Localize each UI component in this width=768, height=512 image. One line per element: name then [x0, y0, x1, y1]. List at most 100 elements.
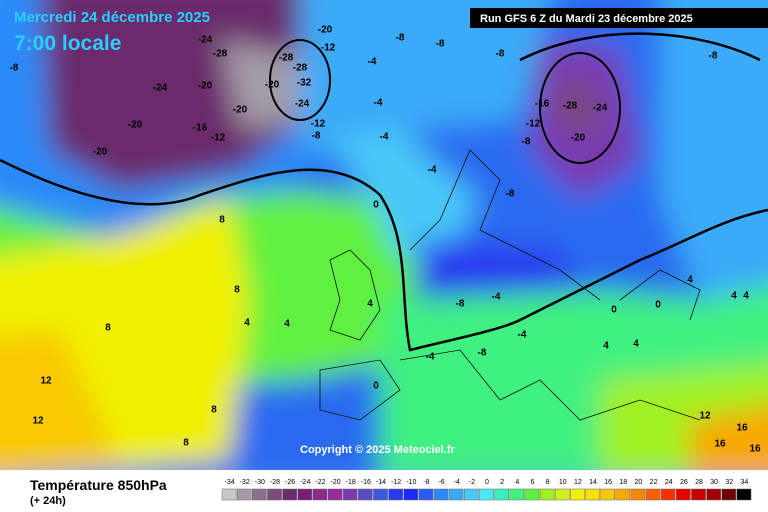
contour-label: -20 — [265, 80, 280, 91]
scale-label: 22 — [650, 479, 658, 486]
scale-label: -12 — [391, 479, 401, 486]
contour-label: -20 — [198, 81, 213, 92]
scale-label: 34 — [741, 479, 749, 486]
scale-swatch — [373, 488, 388, 501]
contour-label: -12 — [211, 133, 226, 144]
contour-label: -32 — [297, 78, 312, 89]
scale-swatch — [358, 488, 373, 501]
scale-label: -4 — [454, 479, 460, 486]
contour-label: -4 — [492, 292, 501, 303]
contour-label: -24 — [295, 99, 310, 110]
scale-label: -26 — [285, 479, 295, 486]
contour-label: 0 — [373, 200, 379, 211]
contour-label: -4 — [368, 57, 377, 68]
contour-label: -4 — [428, 165, 437, 176]
contour-label: -24 — [593, 103, 608, 114]
scale-label: -24 — [300, 479, 310, 486]
contour-label: -20 — [318, 25, 333, 36]
contour-label: 4 — [284, 319, 290, 330]
contour-label: -28 — [563, 101, 578, 112]
footer-subtitle: (+ 24h) — [30, 495, 66, 507]
scale-swatch — [676, 488, 691, 501]
contour-label: -8 — [522, 137, 531, 148]
forecast-time: 7:00 locale — [14, 32, 121, 55]
scale-label: -10 — [406, 479, 416, 486]
scale-swatch — [660, 488, 676, 501]
contour-label: 8 — [183, 438, 189, 449]
scale-label: -14 — [376, 479, 386, 486]
low-contour — [269, 39, 621, 164]
run-box — [470, 8, 768, 28]
scale-label: -2 — [469, 479, 475, 486]
scale-swatch — [570, 488, 585, 501]
contour-label: -24 — [198, 35, 213, 46]
scale-label: -6 — [438, 479, 444, 486]
scale-label: 20 — [635, 479, 643, 486]
run-info: Run GFS 6 Z du Mardi 23 décembre 2025 — [480, 13, 693, 25]
contour-label: 12 — [40, 376, 52, 387]
contour-label: -8 — [709, 51, 718, 62]
contour-label: -8 — [396, 33, 405, 44]
footer-title: Température 850hPa — [30, 477, 167, 493]
contour-label: -8 — [10, 63, 19, 74]
contour-label: -28 — [293, 63, 308, 74]
scale-swatch — [418, 488, 434, 501]
scale-label: 24 — [665, 479, 673, 486]
contour-label: 0 — [611, 305, 617, 316]
contour-label: 8 — [105, 323, 111, 334]
contour-label: -12 — [526, 119, 541, 130]
coastlines — [319, 149, 701, 421]
scale-swatch — [342, 488, 358, 501]
scale-swatch — [524, 488, 540, 501]
scale-label: 6 — [530, 479, 534, 486]
scale-swatch — [615, 488, 631, 501]
contour-label: -12 — [321, 43, 336, 54]
scale-label: 14 — [589, 479, 597, 486]
scale-swatch — [509, 488, 525, 501]
contour-label: 8 — [211, 405, 217, 416]
scale-swatch — [721, 488, 737, 501]
contour-label: 4 — [633, 339, 639, 350]
contour-label: -24 — [153, 83, 168, 94]
color-scale: -34 -32 -30 -28 -26 -24 -22 -20 -18 -16 -14 -12 -10-… — [221, 479, 752, 501]
contour-label: -20 — [233, 105, 248, 116]
scale-swatch — [403, 488, 419, 501]
contour-label: -8 — [456, 299, 465, 310]
scale-swatch — [282, 488, 297, 501]
contour-label: 0 — [373, 381, 379, 392]
scale-swatch — [600, 488, 615, 501]
scale-label: -20 — [331, 479, 341, 486]
contour-label: -20 — [93, 147, 108, 158]
scale-swatch — [706, 488, 721, 501]
scale-label: 8 — [546, 479, 550, 486]
contour-label: 16 — [714, 439, 726, 450]
scale-label: -32 — [240, 479, 250, 486]
contour-labels: -24-28-20-8-24-20-20-16-12-20-28-32-28-2… — [10, 25, 761, 455]
scale-swatch — [252, 488, 267, 501]
scale-label: 18 — [619, 479, 627, 486]
scale-label: -22 — [315, 479, 325, 486]
scale-swatch — [267, 488, 282, 501]
scale-swatch — [539, 488, 555, 501]
contour-label: 8 — [234, 285, 240, 296]
scale-swatch — [554, 488, 570, 501]
contour-label: 12 — [32, 416, 44, 427]
contour-label: -16 — [535, 99, 550, 110]
scale-label: 12 — [574, 479, 582, 486]
scale-swatch — [236, 488, 252, 501]
scale-label: 4 — [515, 479, 519, 486]
scale-label: 16 — [604, 479, 612, 486]
scale-label: -34 — [225, 479, 235, 486]
scale-label: 28 — [695, 479, 703, 486]
scale-label: -18 — [346, 479, 356, 486]
contour-label: -16 — [193, 123, 208, 134]
contour-label: 16 — [736, 423, 748, 434]
scale-swatch — [388, 488, 403, 501]
scale-label: -30 — [255, 479, 265, 486]
scale-swatch — [645, 488, 661, 501]
copyright: Copyright © 2025 Meteociel.fr — [300, 444, 456, 456]
contour-label: -8 — [312, 131, 321, 142]
contour-label: -12 — [311, 119, 326, 130]
scale-label: -28 — [270, 479, 280, 486]
